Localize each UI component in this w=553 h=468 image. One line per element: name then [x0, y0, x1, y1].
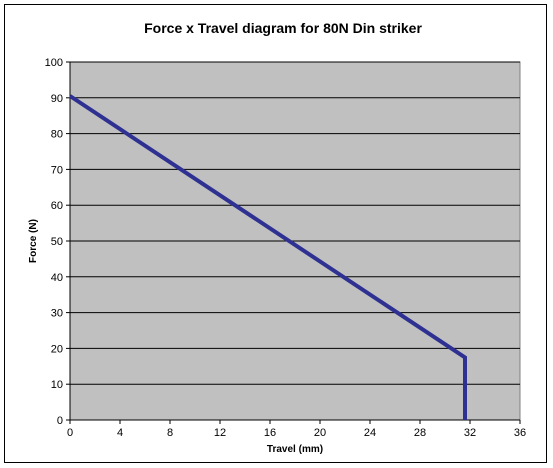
y-tick-label-6: 60	[51, 200, 63, 212]
x-tick-label-1: 4	[117, 427, 123, 439]
x-axis: 0 4 8 12 16 20 24 28 32 36	[67, 419, 526, 439]
series-group	[68, 94, 467, 420]
y-tick-label-2: 20	[51, 343, 63, 355]
y-tick-label-5: 50	[51, 236, 63, 248]
x-tick-label-5: 20	[314, 427, 326, 439]
y-axis-title: Force (N)	[28, 219, 39, 263]
series-line-0	[68, 94, 467, 420]
y-tick-label-4: 40	[51, 272, 63, 284]
y-tick-label-3: 30	[51, 308, 63, 320]
x-tick-label-8: 32	[464, 427, 476, 439]
y-tick-label-1: 10	[51, 379, 63, 391]
y-axis: 0 10 20 30 40 50 60 70 80 90 100	[45, 57, 71, 427]
x-tick-label-4: 16	[264, 427, 276, 439]
y-tick-label-10: 100	[45, 57, 63, 69]
x-tick-label-7: 28	[414, 427, 426, 439]
x-axis-title: Travel (mm)	[267, 444, 323, 455]
y-tick-label-7: 70	[51, 164, 63, 176]
x-tick-label-2: 8	[167, 427, 173, 439]
x-tick-label-3: 12	[214, 427, 226, 439]
y-tick-label-0: 0	[57, 415, 63, 427]
x-tick-label-0: 0	[67, 427, 73, 439]
y-tick-label-9: 90	[51, 93, 63, 105]
x-tick-label-9: 36	[514, 427, 526, 439]
y-tick-label-8: 80	[51, 129, 63, 141]
chart-title: Force x Travel diagram for 80N Din strik…	[144, 20, 422, 36]
x-tick-label-6: 24	[364, 427, 376, 439]
gridlines	[70, 61, 520, 385]
